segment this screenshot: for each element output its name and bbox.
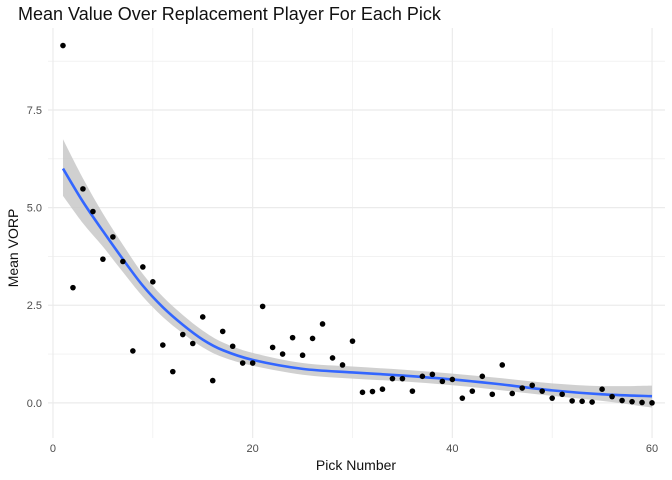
data-point bbox=[309, 335, 316, 342]
data-point bbox=[130, 348, 136, 354]
data-point bbox=[379, 386, 386, 392]
data-point bbox=[489, 391, 496, 398]
data-point bbox=[439, 378, 446, 385]
data-point bbox=[359, 389, 366, 396]
y-tick-label: 7.5 bbox=[27, 105, 42, 117]
data-point bbox=[619, 397, 625, 404]
data-point bbox=[160, 342, 166, 348]
data-point bbox=[249, 360, 256, 366]
data-point bbox=[140, 264, 146, 270]
data-point bbox=[219, 328, 226, 335]
data-point bbox=[189, 340, 196, 347]
data-point bbox=[499, 362, 506, 368]
x-axis-title: Pick Number bbox=[316, 457, 396, 473]
data-point bbox=[120, 258, 126, 265]
data-point bbox=[199, 314, 206, 320]
data-point bbox=[529, 382, 536, 389]
data-point bbox=[459, 395, 466, 401]
data-point bbox=[90, 208, 96, 215]
x-tick-label: 0 bbox=[50, 443, 56, 455]
data-point bbox=[319, 321, 326, 327]
data-point bbox=[389, 375, 396, 382]
data-point bbox=[639, 399, 645, 406]
ticks-layer: 0 20 40 60 0.0 2.5 5.0 7.5 bbox=[27, 105, 658, 455]
data-point bbox=[349, 338, 356, 344]
data-point bbox=[449, 376, 456, 383]
data-point bbox=[289, 334, 296, 341]
data-point bbox=[399, 375, 406, 382]
x-tick-label: 20 bbox=[247, 443, 259, 455]
data-point bbox=[509, 390, 516, 397]
data-point bbox=[209, 377, 216, 384]
data-point bbox=[559, 391, 565, 398]
data-point bbox=[409, 388, 416, 394]
data-point bbox=[419, 373, 426, 380]
data-point bbox=[169, 368, 176, 375]
data-point bbox=[229, 343, 236, 350]
data-point bbox=[279, 351, 286, 357]
y-axis-title: Mean VORP bbox=[5, 209, 21, 288]
data-point bbox=[519, 385, 526, 391]
data-point bbox=[179, 331, 186, 338]
data-point bbox=[239, 360, 246, 366]
data-point bbox=[579, 398, 585, 405]
data-point bbox=[479, 373, 486, 380]
data-point bbox=[259, 303, 266, 310]
x-tick-label: 60 bbox=[646, 443, 658, 455]
y-tick-label: 0.0 bbox=[27, 398, 42, 410]
chart-title: Mean Value Over Replacement Player For E… bbox=[18, 4, 441, 24]
data-point bbox=[569, 398, 575, 404]
data-point bbox=[629, 398, 635, 405]
data-point bbox=[539, 388, 545, 394]
data-point bbox=[589, 399, 595, 405]
data-point bbox=[70, 284, 76, 291]
y-tick-label: 5.0 bbox=[27, 203, 42, 215]
data-point bbox=[599, 386, 605, 392]
data-point bbox=[110, 234, 116, 240]
data-point bbox=[369, 388, 376, 395]
confidence-ribbon bbox=[62, 139, 653, 408]
data-point bbox=[269, 344, 276, 351]
x-tick-label: 40 bbox=[446, 443, 458, 455]
points-layer bbox=[60, 42, 655, 406]
data-point bbox=[429, 371, 436, 378]
data-point bbox=[299, 352, 306, 359]
data-point bbox=[80, 186, 86, 192]
smooth-trend-line bbox=[61, 167, 653, 398]
data-point bbox=[60, 42, 66, 49]
data-point bbox=[649, 400, 655, 406]
data-point bbox=[549, 395, 555, 401]
data-point bbox=[339, 362, 346, 368]
data-point bbox=[100, 256, 106, 262]
data-point bbox=[150, 279, 156, 285]
y-tick-label: 2.5 bbox=[27, 300, 42, 312]
data-point bbox=[329, 355, 336, 361]
data-point bbox=[469, 388, 476, 394]
data-point bbox=[609, 393, 615, 400]
